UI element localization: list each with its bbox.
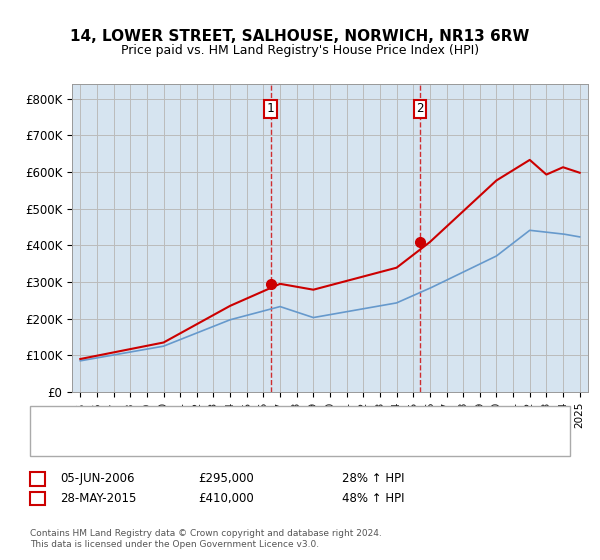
Text: Price paid vs. HM Land Registry's House Price Index (HPI): Price paid vs. HM Land Registry's House …	[121, 44, 479, 57]
Text: 1: 1	[34, 472, 41, 486]
Text: 05-JUN-2006: 05-JUN-2006	[60, 472, 134, 486]
Text: 14, LOWER STREET, SALHOUSE, NORWICH, NR13 6RW: 14, LOWER STREET, SALHOUSE, NORWICH, NR1…	[70, 29, 530, 44]
Text: HPI: Average price, detached house, Broadland: HPI: Average price, detached house, Broa…	[96, 437, 342, 447]
Text: 1: 1	[267, 102, 274, 115]
Text: 28% ↑ HPI: 28% ↑ HPI	[342, 472, 404, 486]
Text: 28-MAY-2015: 28-MAY-2015	[60, 492, 136, 505]
Text: ─────: ─────	[48, 413, 90, 427]
Text: 2: 2	[34, 492, 41, 505]
Text: ─────: ─────	[48, 435, 90, 449]
Text: 2: 2	[416, 102, 424, 115]
Text: £410,000: £410,000	[198, 492, 254, 505]
Text: 48% ↑ HPI: 48% ↑ HPI	[342, 492, 404, 505]
Text: Contains HM Land Registry data © Crown copyright and database right 2024.
This d: Contains HM Land Registry data © Crown c…	[30, 529, 382, 549]
Text: £295,000: £295,000	[198, 472, 254, 486]
Text: 14, LOWER STREET, SALHOUSE, NORWICH, NR13 6RW (detached house): 14, LOWER STREET, SALHOUSE, NORWICH, NR1…	[96, 415, 473, 425]
